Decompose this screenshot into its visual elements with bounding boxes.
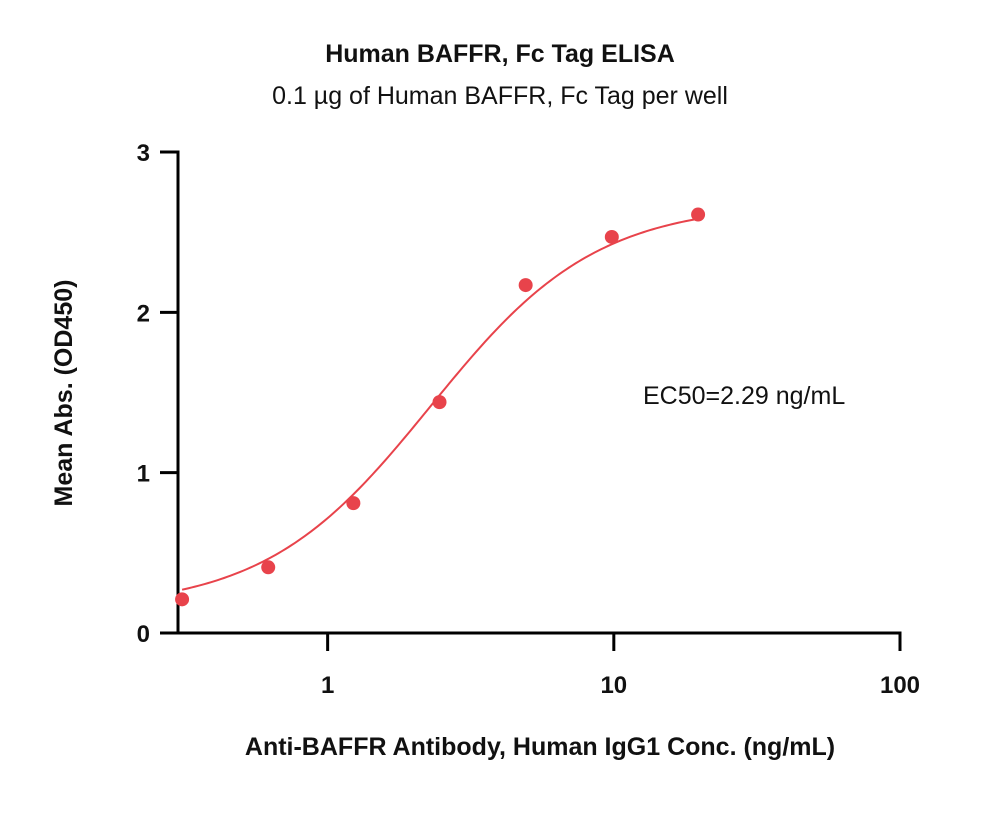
x-axis-title: Anti-BAFFR Antibody, Human IgG1 Conc. (n… (245, 733, 835, 761)
chart-subtitle: 0.1 µg of Human BAFFR, Fc Tag per well (272, 82, 728, 110)
y-tick-label: 1 (137, 461, 150, 488)
fit-curve-layer (181, 217, 699, 591)
data-point (346, 496, 361, 511)
data-point (432, 395, 447, 410)
x-tick-label: 10 (600, 672, 627, 699)
data-points-layer (175, 207, 706, 607)
fit-curve (181, 217, 699, 591)
y-tick-label: 3 (137, 140, 150, 167)
x-tick-label: 1 (321, 672, 334, 699)
data-point (691, 207, 706, 222)
x-tick-label: 100 (880, 672, 920, 699)
axes: 0 1 2 3 1 10 100 (137, 140, 920, 699)
ec50-annotation: EC50=2.29 ng/mL (643, 382, 845, 410)
data-point (175, 592, 190, 607)
data-point (261, 560, 276, 575)
y-tick-label: 2 (137, 300, 150, 327)
data-point (518, 278, 533, 293)
data-point (604, 229, 619, 244)
chart-title: Human BAFFR, Fc Tag ELISA (325, 40, 675, 68)
y-tick-label: 0 (137, 621, 150, 648)
y-axis-title: Mean Abs. (OD450) (50, 280, 78, 507)
